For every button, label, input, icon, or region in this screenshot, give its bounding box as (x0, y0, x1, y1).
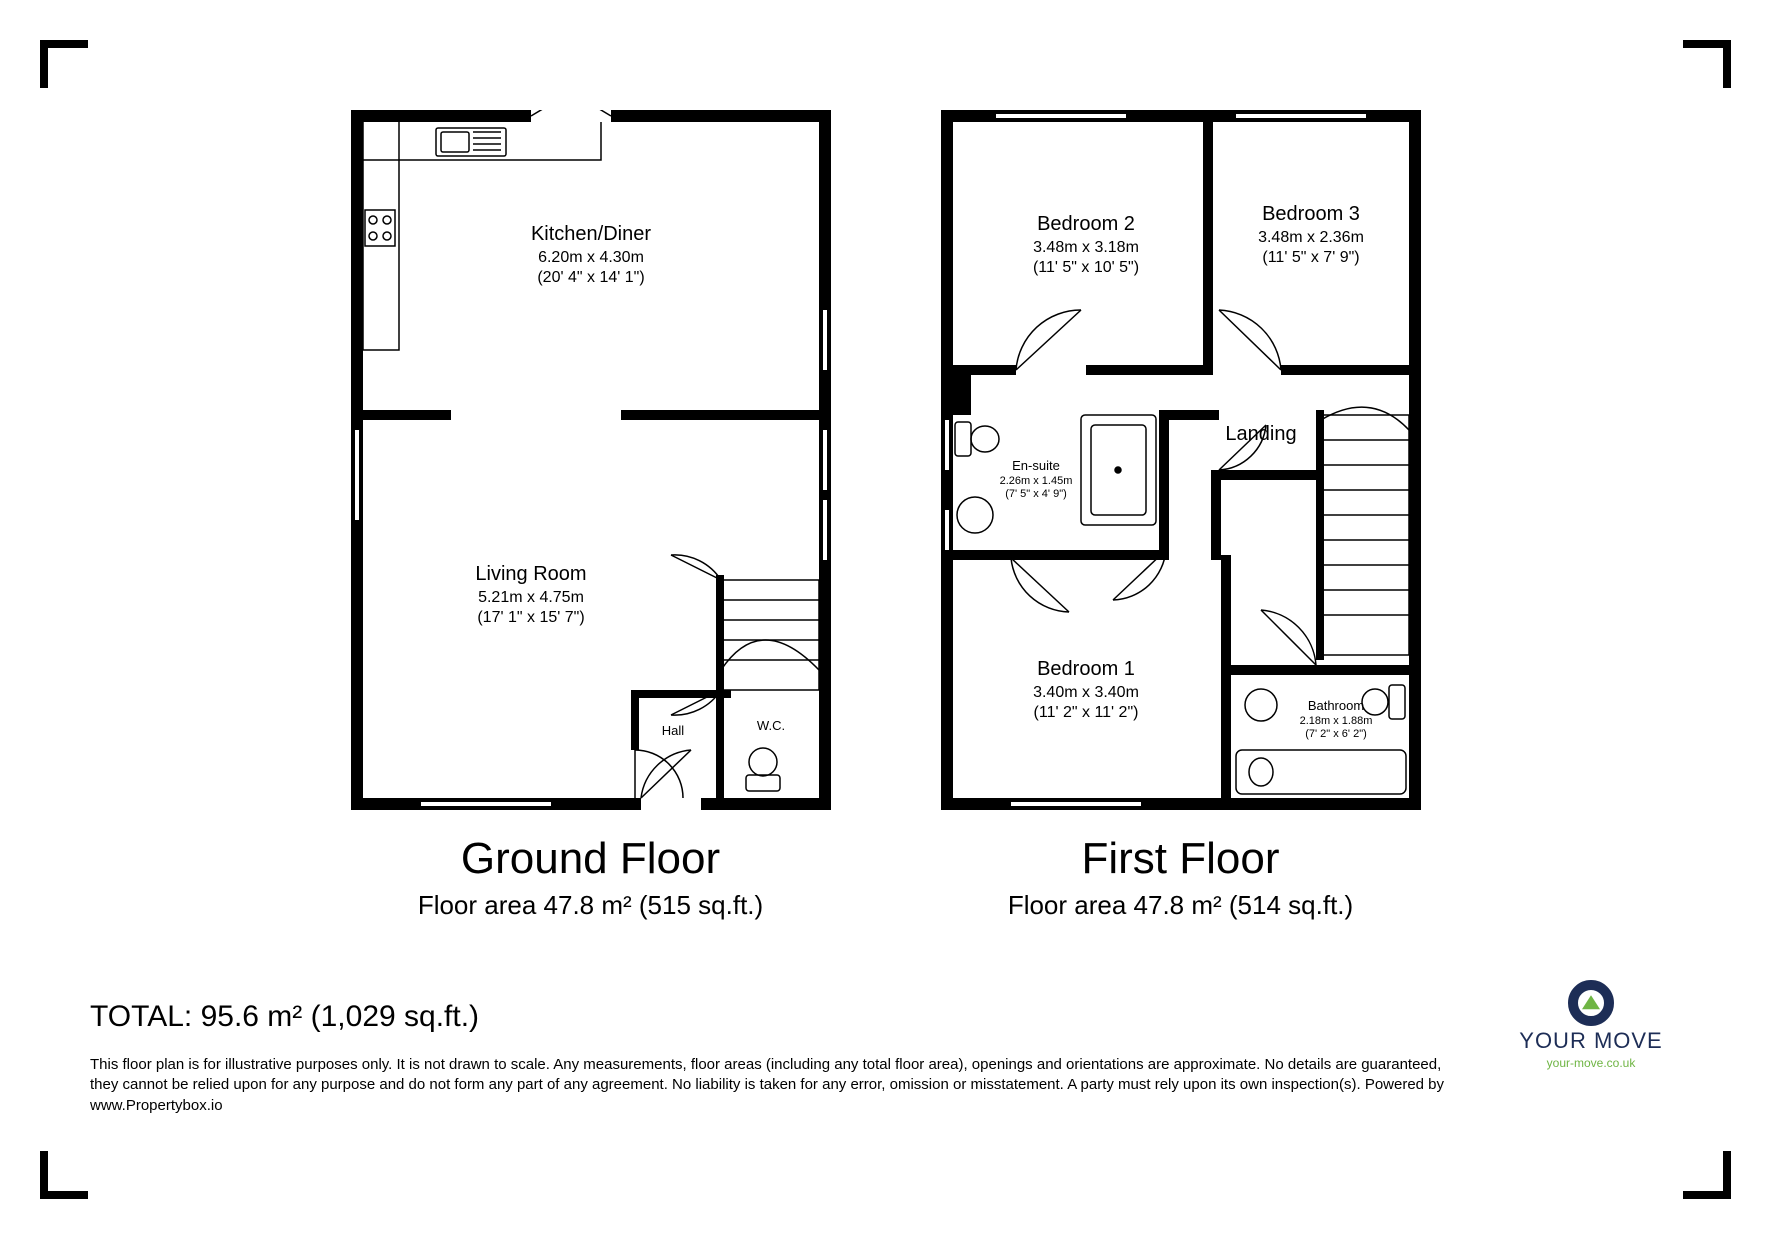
ground-floor-area: Floor area 47.8 m² (515 sq.ft.) (418, 890, 763, 921)
bed1-dim-m: 3.40m x 3.40m (1033, 684, 1139, 701)
bath-label: Bathroom (1307, 698, 1363, 713)
disclaimer-text: This floor plan is for illustrative purp… (90, 1055, 1450, 1116)
plans-row: Kitchen/Diner 6.20m x 4.30m (20' 4" x 14… (0, 110, 1771, 921)
bed1-dim-ft: (11' 2" x 11' 2") (1033, 704, 1138, 721)
ensuite-label: En-suite (1012, 458, 1060, 473)
kitchen-dim-ft: (20' 4" x 14' 1") (537, 269, 644, 286)
wc-label: W.C. (756, 718, 784, 733)
living-dim-ft: (17' 1" x 15' 7") (477, 609, 584, 626)
first-floor-plan: Bedroom 2 3.48m x 3.18m (11' 5" x 10' 5"… (941, 110, 1421, 820)
bed3-dim-m: 3.48m x 2.36m (1258, 229, 1364, 246)
crop-mark-br (1683, 1151, 1731, 1199)
ground-floor-plan: Kitchen/Diner 6.20m x 4.30m (20' 4" x 14… (351, 110, 831, 820)
bed2-dim-m: 3.48m x 3.18m (1033, 239, 1139, 256)
bed2-dim-ft: (11' 5" x 10' 5") (1032, 259, 1138, 276)
bed1-label: Bedroom 1 (1037, 658, 1135, 680)
crop-mark-tl (40, 40, 88, 88)
ensuite-dim-m: 2.26m x 1.45m (999, 475, 1072, 487)
ground-floor-title: Ground Floor (461, 834, 720, 884)
kitchen-dim-m: 6.20m x 4.30m (538, 249, 644, 266)
bed3-label: Bedroom 3 (1262, 203, 1360, 225)
kitchen-label: Kitchen/Diner (530, 223, 650, 245)
living-dim-m: 5.21m x 4.75m (478, 589, 584, 606)
ensuite-dim-ft: (7' 5" x 4' 9") (1005, 488, 1067, 500)
brand-logo: YOUR MOVE your-move.co.uk (1501, 980, 1681, 1070)
total-area: TOTAL: 95.6 m² (1,029 sq.ft.) (90, 1000, 479, 1034)
bed3-dim-ft: (11' 5" x 7' 9") (1262, 249, 1359, 266)
bath-dim-ft: (7' 2" x 6' 2") (1305, 728, 1367, 740)
bed2-label: Bedroom 2 (1037, 213, 1135, 235)
landing-label: Landing (1225, 423, 1296, 445)
bath-dim-m: 2.18m x 1.88m (1299, 715, 1372, 727)
logo-icon (1568, 980, 1614, 1026)
hall-label: Hall (661, 723, 684, 738)
first-floor-title: First Floor (1082, 834, 1280, 884)
logo-text: YOUR MOVE (1501, 1028, 1681, 1054)
ground-floor-column: Kitchen/Diner 6.20m x 4.30m (20' 4" x 14… (351, 110, 831, 921)
crop-mark-bl (40, 1151, 88, 1199)
first-floor-area: Floor area 47.8 m² (514 sq.ft.) (1008, 890, 1353, 921)
crop-mark-tr (1683, 40, 1731, 88)
first-floor-column: Bedroom 2 3.48m x 3.18m (11' 5" x 10' 5"… (941, 110, 1421, 921)
living-label: Living Room (475, 563, 586, 585)
logo-url: your-move.co.uk (1501, 1056, 1681, 1070)
